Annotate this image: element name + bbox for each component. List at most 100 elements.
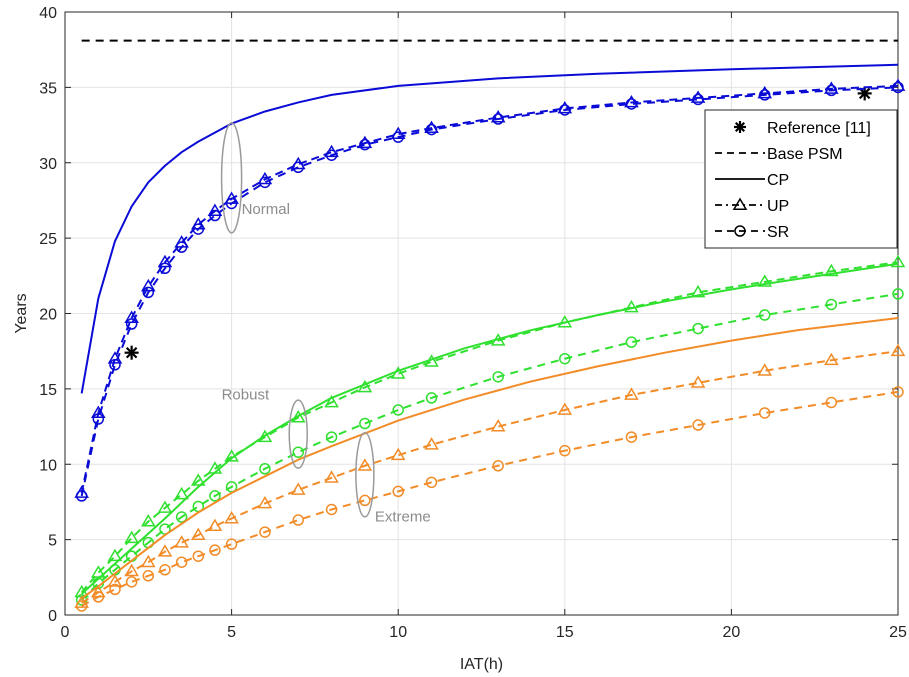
star-stroke [858,87,871,100]
annotation-label: Extreme [375,509,431,526]
circle-marker [425,123,438,136]
triangle-marker [557,402,573,415]
triangle-marker [690,90,706,103]
series-normal-up [74,78,906,498]
circle-marker [359,494,371,507]
series-extreme-sr [75,386,904,612]
triangle-marker [207,461,223,474]
triangle-marker [757,85,773,99]
triangle-marker [140,554,156,568]
circle-marker [892,81,904,94]
series-normal-sr [75,81,904,502]
circle-marker [225,538,238,550]
series-extreme-cp [81,317,899,600]
triangle-marker [257,429,273,443]
triangle-marker [324,470,339,483]
circle-marker [209,209,221,222]
triangle-marker [624,387,639,400]
axes: 0 5 10 15 20 25 0 5 10 15 20 25 30 35 40 [39,5,907,641]
x-tick-label: 5 [227,624,236,641]
triangle-marker [824,81,839,94]
triangle-marker [624,299,639,313]
circle-marker [325,149,338,161]
triangle-marker [390,447,406,461]
legend-item: SR [715,224,789,241]
triangle-marker [190,527,206,541]
circle-marker [359,138,371,151]
triangle-marker [157,500,173,513]
legend-item: Reference [11] [734,120,871,137]
triangle-marker [357,135,373,149]
triangle-marker [757,363,773,376]
circle-marker [142,286,155,299]
circle-marker [392,485,404,498]
annotation-ellipse [220,122,243,234]
triangle-marker [557,101,573,114]
y-tick-label: 15 [39,382,57,399]
circle-marker [758,309,771,321]
triangle-marker [140,278,156,292]
circle-marker [192,550,205,562]
star-marker [857,86,872,101]
y-tick-label: 40 [39,5,57,22]
triangle-marker [424,354,439,367]
series-line [80,292,899,601]
triangle-marker [124,563,139,577]
triangle-marker [557,315,573,328]
triangle-marker [490,110,506,123]
star-marker [734,121,746,133]
triangle-marker [290,410,306,423]
circle-marker [159,262,171,275]
circle-marker [142,570,155,582]
annotation-label: Normal [242,201,290,218]
triangle-marker [290,482,306,495]
plot-area [74,39,906,612]
circle-marker [758,89,771,101]
triangle-marker [757,274,773,287]
circle-marker [692,322,704,335]
circle-marker [225,197,238,210]
y-axis-label: Years [13,293,30,333]
y-tick-label: 0 [48,608,57,625]
circle-marker [758,407,771,419]
triangle-marker [490,333,506,346]
circle-marker [109,359,121,371]
circle-marker [492,460,504,472]
x-tick-label: 15 [556,624,574,641]
triangle-marker [157,254,173,268]
legend-item: Base PSM [715,146,843,163]
triangle-marker [890,78,906,91]
triangle-marker [224,449,239,462]
circle-marker [625,336,638,348]
circle-marker [892,386,904,398]
legend-label: UP [767,198,789,215]
triangle-marker [107,574,123,587]
circle-marker [425,476,438,489]
circle-marker [492,371,504,383]
legend-item: UP [715,197,789,215]
y-tick-label: 35 [39,80,57,97]
circle-marker [825,84,838,97]
triangle-marker [257,495,273,509]
x-tick-label: 10 [389,624,407,641]
circle-marker [559,352,571,365]
star-stroke [734,121,746,133]
y-tick-label: 30 [39,156,57,173]
y-tick-label: 25 [39,231,57,248]
legend-label: SR [767,224,789,241]
triangle-marker [324,394,339,408]
circle-marker [692,419,704,431]
triangle-marker [174,535,189,548]
triangle-marker [357,379,373,393]
triangle-marker [732,197,748,210]
legend-label: Reference [11] [767,120,871,137]
circle-marker [425,392,438,404]
circle-marker [625,431,638,443]
circle-marker [359,417,371,430]
circle-marker [259,526,271,538]
triangle-marker [690,375,706,388]
circle-marker [259,176,271,189]
triangle-marker [824,352,839,366]
triangle-marker [157,544,173,557]
circle-marker [825,396,838,409]
